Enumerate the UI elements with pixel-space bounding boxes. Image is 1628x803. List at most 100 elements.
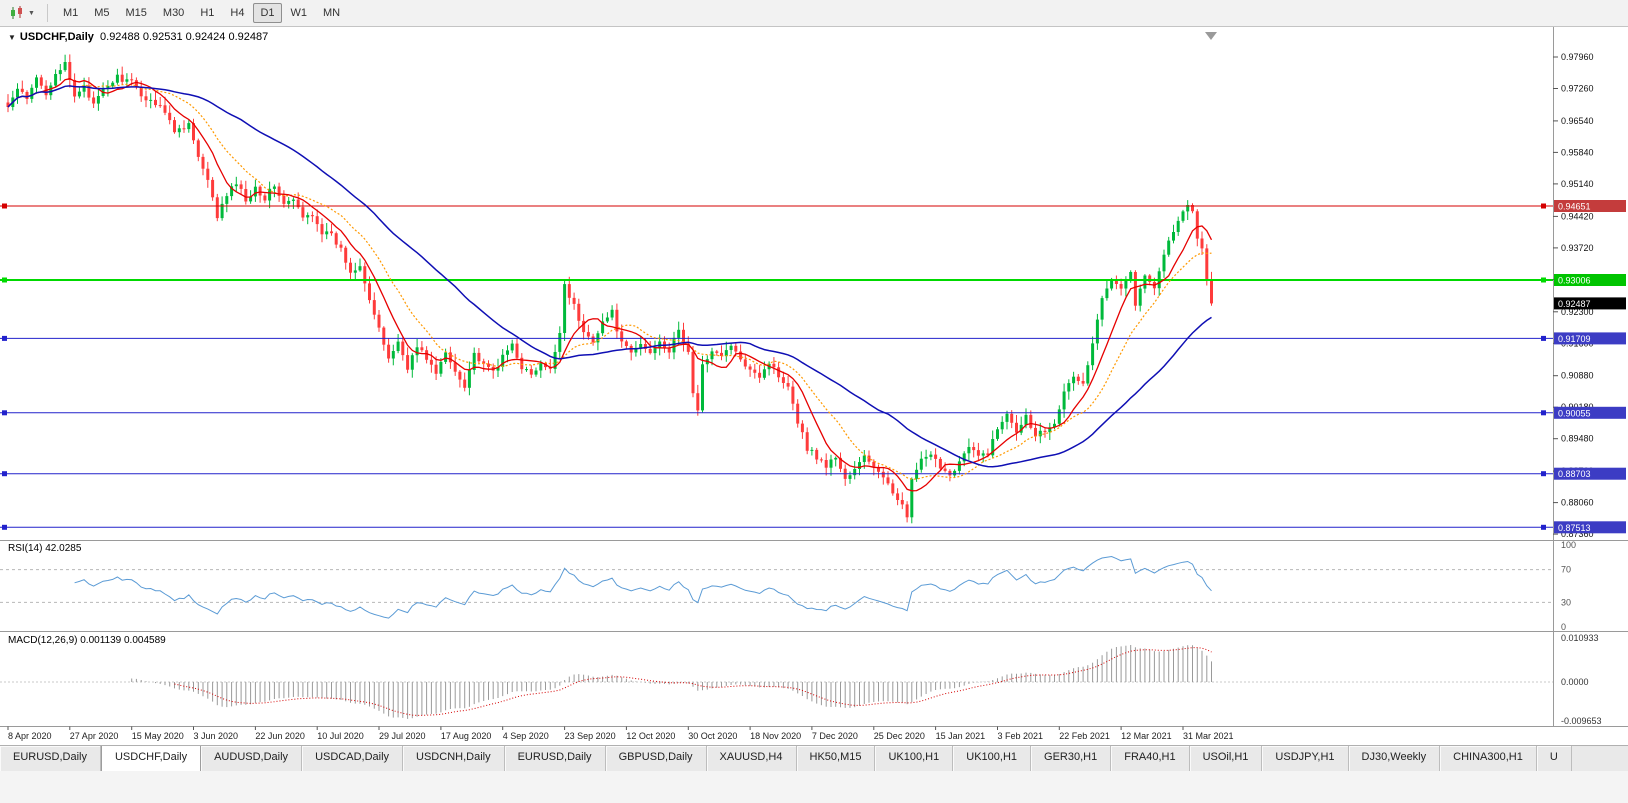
svg-text:0.91709: 0.91709 [1558, 334, 1591, 344]
rsi-axis-label: 0 [1561, 622, 1566, 632]
price-axis-label: 0.93720 [1561, 243, 1594, 253]
chart-tab-12-fra40-h1[interactable]: FRA40,H1 [1111, 746, 1190, 771]
level-price-tag[interactable]: 0.87513 [1554, 521, 1626, 534]
level-handle[interactable] [2, 203, 7, 209]
rsi-axis-label: 70 [1561, 565, 1571, 575]
timeframe-button-h4[interactable]: H4 [230, 7, 245, 19]
level-price-tag[interactable]: 0.88703 [1554, 467, 1626, 480]
candlestick-chart-icon [11, 6, 22, 19]
date-axis-label: 22 Jun 2020 [255, 731, 305, 741]
toolbar: ▼ M1 M5 M15 M30 H1 H4 D1 W1 MN [0, 0, 1628, 27]
date-axis-label: 12 Oct 2020 [626, 731, 675, 741]
svg-text:0.92487: 0.92487 [1558, 299, 1591, 309]
chart-tab-15-dj30-weekly[interactable]: DJ30,Weekly [1348, 746, 1441, 771]
date-axis-label: 4 Sep 2020 [503, 731, 549, 741]
chart-tab-3-usdcad-daily[interactable]: USDCAD,Daily [302, 746, 404, 771]
macd-indicator-label: MACD(12,26,9) 0.001139 0.004589 [8, 635, 166, 646]
chart-tab-13-usoil-h1[interactable]: USOil,H1 [1189, 746, 1263, 771]
svg-text:0.93006: 0.93006 [1558, 276, 1591, 286]
date-axis-label: 3 Jun 2020 [194, 731, 239, 741]
price-axis-label: 0.95840 [1561, 147, 1594, 157]
chart-tab-7-xauusd-h4[interactable]: XAUUSD,H4 [706, 746, 797, 771]
date-axis-label: 8 Apr 2020 [8, 731, 52, 741]
chart-tab-0-eurusd-daily[interactable]: EURUSD,Daily [0, 746, 101, 771]
chart-tab-10-uk100-h1[interactable]: UK100,H1 [953, 746, 1032, 771]
chart-tab-5-eurusd-daily[interactable]: EURUSD,Daily [504, 746, 606, 771]
date-axis-label: 3 Feb 2021 [998, 731, 1044, 741]
level-handle[interactable] [2, 410, 7, 416]
price-axis-label: 0.97260 [1561, 84, 1594, 94]
date-axis-label: 17 Aug 2020 [441, 731, 492, 741]
price-axis: 0.97960 0.97260 0.96540 0.95840 0.95140 0.944… [1553, 52, 1594, 539]
chart-tab-17-u[interactable]: U [1536, 746, 1572, 771]
chart-ohlc-values: 0.92488 0.92531 0.92424 0.92487 [100, 31, 269, 43]
macd-axis-label: 0.0000 [1561, 677, 1589, 687]
date-axis-label: 27 Apr 2020 [70, 731, 119, 741]
horizontal-levels-layer[interactable] [0, 203, 1553, 530]
toolbar-separator [46, 4, 48, 22]
timeframe-button-m30[interactable]: M30 [162, 7, 185, 19]
timeframe-button-w1[interactable]: W1 [290, 7, 308, 19]
chart-tab-1-usdchf-daily[interactable]: USDCHF,Daily [100, 746, 202, 771]
svg-text:0.90055: 0.90055 [1558, 408, 1591, 418]
ma-fast-line [7, 78, 1213, 492]
price-axis-label: 0.97960 [1561, 52, 1594, 62]
rsi-axis-label: 30 [1561, 597, 1571, 607]
level-handle[interactable] [1541, 277, 1546, 283]
level-handle[interactable] [2, 471, 7, 477]
chart-tab-4-usdcnh-daily[interactable]: USDCNH,Daily [403, 746, 505, 771]
timeframe-button-d1[interactable]: D1 [253, 3, 282, 23]
level-price-tag[interactable]: 0.93006 [1554, 274, 1626, 286]
chart-tab-6-gbpusd-daily[interactable]: GBPUSD,Daily [605, 746, 707, 771]
chart-symbol-label: USDCHF,Daily [19, 31, 94, 43]
timeframe-button-m1[interactable]: M1 [62, 7, 79, 19]
level-handle[interactable] [2, 524, 7, 530]
level-handle[interactable] [2, 335, 7, 341]
price-axis-label: 0.88060 [1561, 498, 1594, 508]
date-axis-label: 30 Oct 2020 [688, 731, 737, 741]
date-axis-label: 7 Dec 2020 [812, 731, 858, 741]
level-price-tag[interactable]: 0.91709 [1554, 332, 1626, 345]
price-chart-canvas[interactable]: 0.97960 0.97260 0.96540 0.95840 0.95140 0.944… [0, 27, 1628, 745]
level-handle[interactable] [1541, 410, 1546, 416]
level-price-tag[interactable]: 0.90055 [1554, 406, 1626, 419]
chart-tab-8-hk50-m15[interactable]: HK50,M15 [796, 746, 876, 771]
level-handle[interactable] [2, 277, 7, 283]
timeframe-buttons: M1 M5 M15 M30 H1 H4 D1 W1 MN [55, 3, 348, 23]
timeframe-button-m5[interactable]: M5 [94, 7, 110, 19]
svg-text:0.88703: 0.88703 [1558, 469, 1591, 479]
chart-tab-2-audusd-daily[interactable]: AUDUSD,Daily [201, 746, 303, 771]
chart-tab-9-uk100-h1[interactable]: UK100,H1 [875, 746, 954, 771]
chevron-down-icon: ▼ [28, 9, 35, 17]
chart-shift-marker[interactable] [1205, 32, 1217, 40]
date-axis-label: 25 Dec 2020 [874, 731, 925, 741]
level-handle[interactable] [1541, 471, 1546, 477]
chart-dropdown-icon[interactable]: ▼ [8, 33, 16, 42]
chart-title: ▼ USDCHF,Daily 0.92488 0.92531 0.92424 0.… [8, 31, 268, 43]
price-axis-label: 0.90880 [1561, 371, 1594, 381]
macd-histogram [131, 645, 1212, 719]
level-price-tag[interactable]: 0.94651 [1554, 200, 1626, 212]
timeframe-button-h1[interactable]: H1 [200, 7, 215, 19]
current-price-tag[interactable]: 0.92487 [1554, 297, 1626, 310]
macd-axis-label: 0.010933 [1561, 633, 1599, 643]
chart-tab-16-china300-h1[interactable]: CHINA300,H1 [1440, 746, 1537, 771]
ma-slow-line [7, 85, 1212, 468]
timeframe-button-mn[interactable]: MN [323, 7, 341, 19]
date-axis-label: 29 Jul 2020 [379, 731, 426, 741]
chart-area: 0.97960 0.97260 0.96540 0.95840 0.95140 0.944… [0, 27, 1628, 745]
chart-tab-14-usdjpy-h1[interactable]: USDJPY,H1 [1262, 746, 1349, 771]
chart-tab-11-ger30-h1[interactable]: GER30,H1 [1031, 746, 1112, 771]
price-axis-label: 0.87360 [1561, 529, 1594, 539]
timeframe-button-m15[interactable]: M15 [125, 7, 147, 19]
chart-tabs-bar: EURUSD,Daily USDCHF,Daily AUDUSD,Daily USDC… [0, 745, 1628, 771]
level-handle[interactable] [1541, 524, 1546, 530]
date-axis-label: 22 Feb 2021 [1059, 731, 1110, 741]
svg-text:0.94651: 0.94651 [1558, 202, 1591, 212]
level-handle[interactable] [1541, 335, 1546, 341]
bottom-strip [0, 771, 1628, 803]
chart-type-dropdown-button[interactable]: ▼ [4, 4, 40, 22]
price-axis-label: 0.96540 [1561, 116, 1594, 126]
level-handle[interactable] [1541, 203, 1546, 209]
